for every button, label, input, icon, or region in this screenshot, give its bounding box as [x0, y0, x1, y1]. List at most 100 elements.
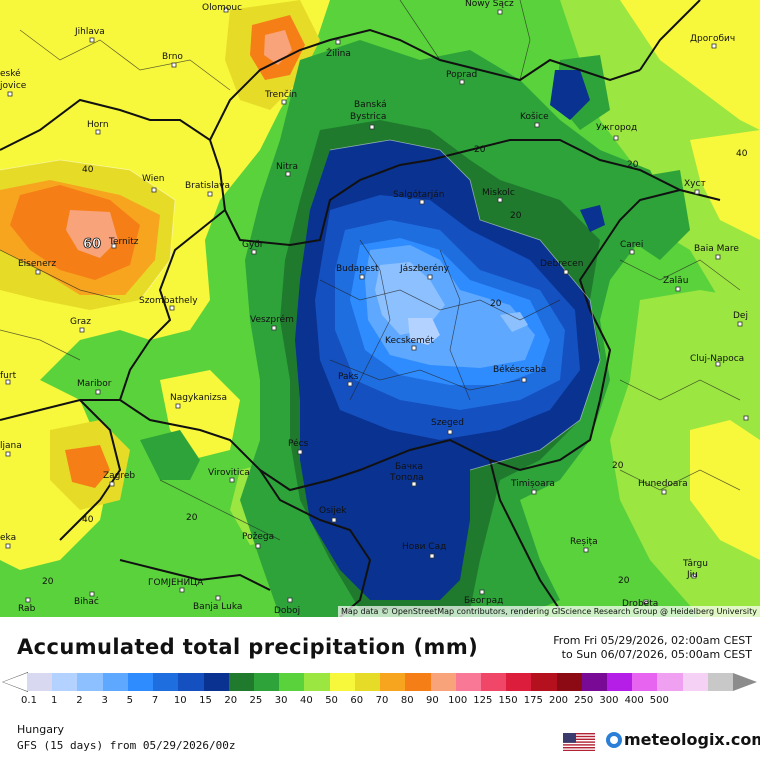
- city-label: Banská: [354, 100, 387, 110]
- svg-text:20: 20: [42, 577, 54, 587]
- legend-color-cell: [253, 673, 280, 691]
- city-label: Wien: [142, 174, 164, 184]
- city-label: Salgótarján: [393, 189, 444, 200]
- legend-tick-label: 60: [350, 695, 364, 706]
- city-label: Maribor: [77, 379, 112, 389]
- legend-tick-label: 0.1: [21, 695, 37, 706]
- legend-tick-label: 30: [274, 695, 288, 706]
- legend-color-cell: [405, 673, 431, 691]
- legend-color-cell: [480, 673, 507, 691]
- legend-tick-label: 175: [523, 695, 543, 706]
- legend-color-cell: [455, 673, 481, 691]
- legend-tick-labels: 0.1 1 2 3 5 7 10 15 20 25 30 40 50 60 70 80 90 100 125 150 1…: [16, 695, 756, 709]
- period-to: to Sun 06/07/2026, 05:00am CEST: [561, 648, 752, 661]
- precip-zone-1b: [500, 312, 528, 332]
- city-label: Eisenerz: [18, 259, 56, 269]
- city-label: furt: [0, 371, 17, 381]
- brand-logo[interactable]: meteologix.com: [606, 730, 760, 749]
- precip-zone-70-w: [66, 210, 118, 258]
- svg-text:20: 20: [618, 576, 630, 586]
- forecast-period: From Fri 05/29/2026, 02:00am CEST to Sun…: [553, 634, 752, 662]
- legend-color-cell: [153, 673, 179, 691]
- precip-zone-01: [408, 318, 440, 345]
- chart-title: Accumulated total precipitation (mm): [17, 635, 479, 659]
- city-label: Brno: [162, 52, 183, 62]
- city-label: Miskolc: [482, 188, 515, 198]
- city-label: Bratislava: [185, 181, 230, 191]
- period-from: From Fri 05/29/2026, 02:00am CEST: [553, 634, 752, 647]
- legend-color-cell: [682, 673, 708, 691]
- contour-labels: 40 20 20 40 20 20 40 20 20 20 20 60: [42, 145, 748, 587]
- legend-tick-label: 300: [599, 695, 619, 706]
- city-label: Košice: [520, 111, 549, 122]
- legend-tick-label: 150: [498, 695, 518, 706]
- city-label: eské: [0, 68, 21, 79]
- legend-tick-label: 250: [574, 695, 594, 706]
- city-label: ГОМЈЕНИЦА: [148, 578, 204, 588]
- city-label: Хуст: [684, 179, 706, 189]
- city-label: Drobeta: [622, 599, 658, 609]
- color-legend: [0, 669, 760, 699]
- city-label: Nowy Sącz: [465, 0, 514, 9]
- city-label: Dej: [733, 311, 748, 321]
- city-label: Budapest: [336, 264, 379, 274]
- city-label: Baia Mare: [694, 244, 739, 254]
- legend-color-cell: [354, 673, 381, 691]
- city-label: Virovitica: [208, 468, 250, 478]
- legend-color-cell: [27, 673, 53, 691]
- precipitation-map: Olomouc Nowy Sącz Jihlava Brno Žilina Po…: [0, 0, 760, 617]
- precip-zone-70-n: [264, 30, 292, 65]
- city-label: Žilina: [326, 47, 351, 59]
- us-flag-icon[interactable]: [563, 733, 595, 751]
- legend-tick-label: 5: [126, 695, 134, 706]
- legend-color-cell: [506, 673, 532, 691]
- legend-tick-label: 400: [624, 695, 644, 706]
- legend-tick-label: 90: [426, 695, 439, 706]
- legend-color-cell: [657, 673, 683, 691]
- city-label: Békéscsaba: [493, 364, 546, 375]
- legend-bar: [27, 673, 734, 691]
- legend-color-cell: [279, 673, 305, 691]
- svg-text:20: 20: [474, 145, 486, 155]
- legend-tick-label: 80: [400, 695, 414, 706]
- legend-tick-label: 25: [249, 695, 263, 706]
- city-label: Jiu: [686, 570, 698, 580]
- legend-arrow-right: [733, 673, 757, 691]
- legend-tick-label: 50: [325, 695, 338, 706]
- precip-zone-30-e: [690, 130, 760, 240]
- city-label: Carei: [620, 240, 643, 250]
- city-label: eka: [0, 533, 16, 543]
- city-label: Zagreb: [103, 471, 135, 481]
- city-label: Pécs: [288, 438, 309, 449]
- legend-footer: Accumulated total precipitation (mm) Fro…: [0, 617, 760, 760]
- city-label: Osijek: [319, 506, 347, 516]
- city-label: Bihać: [74, 596, 99, 607]
- legend-color-cell: [178, 673, 204, 691]
- legend-tick-label: 7: [151, 695, 159, 706]
- city-label: Szeged: [431, 418, 464, 428]
- legend-tick-label: 15: [199, 695, 212, 706]
- legend-color-cell: [102, 673, 128, 691]
- legend-color-cell: [581, 673, 608, 691]
- city-label: ljana: [0, 441, 22, 451]
- precip-zone-10-ne: [550, 70, 590, 120]
- city-label: Târgu: [682, 559, 708, 569]
- legend-color-cell: [127, 673, 154, 691]
- legend-tick-label: 70: [375, 695, 389, 706]
- svg-text:40: 40: [82, 515, 94, 525]
- legend-color-cell: [77, 673, 103, 691]
- precip-zone-60-sw: [65, 445, 110, 488]
- legend-color-cell: [632, 673, 658, 691]
- legend-arrow-left-fill: [3, 673, 27, 691]
- city-label: Olomouc: [202, 3, 242, 13]
- city-label: Poprad: [446, 70, 477, 80]
- region-borders: [0, 0, 741, 541]
- map-svg: Olomouc Nowy Sącz Jihlava Brno Žilina Po…: [0, 0, 760, 617]
- city-label: Jihlava: [74, 27, 105, 37]
- svg-text:20: 20: [186, 513, 198, 523]
- max-value-label: 60: [83, 237, 101, 252]
- svg-text:20: 20: [612, 461, 624, 471]
- city-label: Nagykanizsa: [170, 393, 227, 403]
- legend-tick-label: 20: [224, 695, 238, 706]
- city-label: Graz: [70, 317, 91, 327]
